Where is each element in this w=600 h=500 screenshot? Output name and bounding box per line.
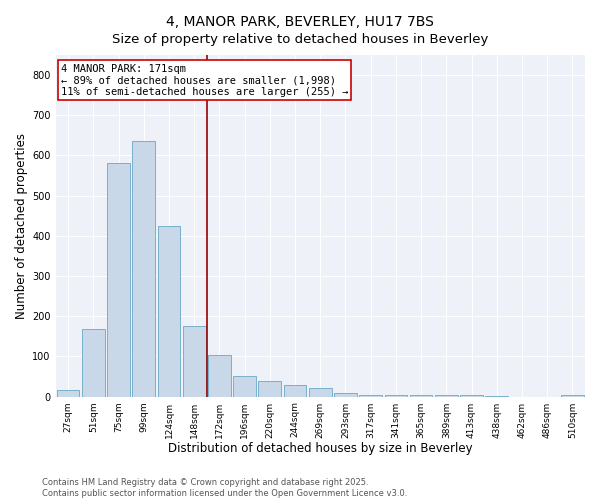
Y-axis label: Number of detached properties: Number of detached properties	[15, 133, 28, 319]
Bar	[82, 329, 104, 396]
Bar	[284, 384, 307, 396]
Bar	[385, 394, 407, 396]
Bar	[309, 388, 332, 396]
Bar	[208, 355, 231, 397]
Bar	[133, 142, 155, 396]
Bar	[183, 326, 206, 396]
Bar	[57, 390, 79, 396]
Bar	[107, 162, 130, 396]
Bar	[334, 394, 357, 396]
Text: 4, MANOR PARK, BEVERLEY, HU17 7BS: 4, MANOR PARK, BEVERLEY, HU17 7BS	[166, 15, 434, 29]
Bar	[359, 395, 382, 396]
Bar	[435, 395, 458, 396]
X-axis label: Distribution of detached houses by size in Beverley: Distribution of detached houses by size …	[168, 442, 473, 455]
Text: Size of property relative to detached houses in Beverley: Size of property relative to detached ho…	[112, 32, 488, 46]
Bar	[233, 376, 256, 396]
Bar	[259, 382, 281, 396]
Text: 4 MANOR PARK: 171sqm
← 89% of detached houses are smaller (1,998)
11% of semi-de: 4 MANOR PARK: 171sqm ← 89% of detached h…	[61, 64, 349, 96]
Text: Contains HM Land Registry data © Crown copyright and database right 2025.
Contai: Contains HM Land Registry data © Crown c…	[42, 478, 407, 498]
Bar	[158, 226, 181, 396]
